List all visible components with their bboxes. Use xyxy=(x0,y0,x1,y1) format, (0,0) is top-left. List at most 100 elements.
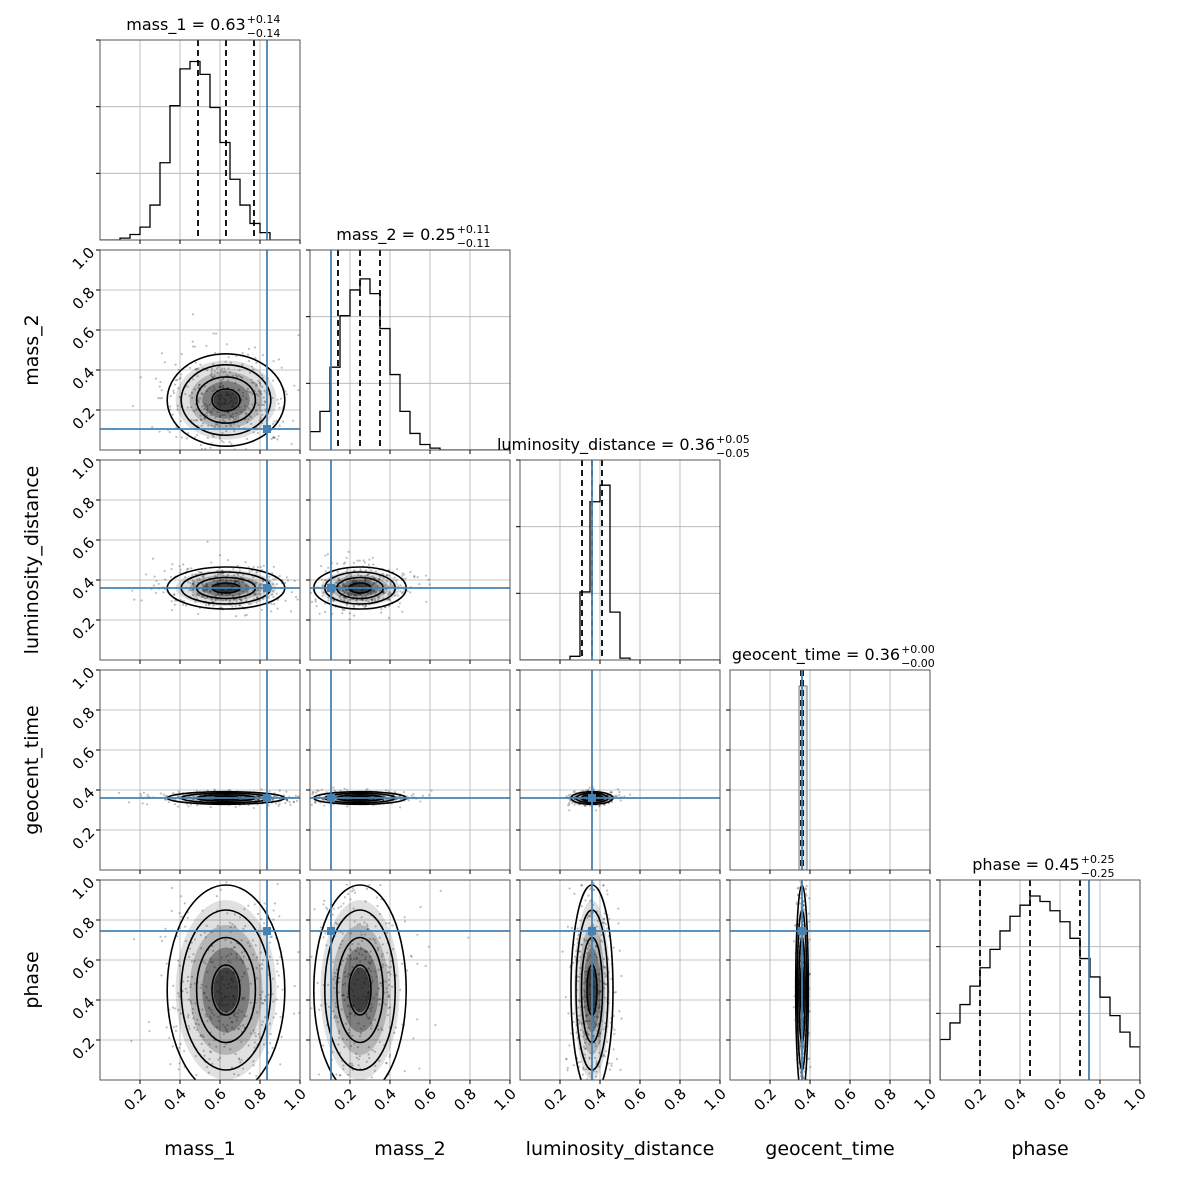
sample-point xyxy=(196,804,199,807)
sample-point xyxy=(216,584,219,588)
sample-point xyxy=(319,564,323,568)
sample-point xyxy=(171,413,174,416)
panel-phase-vs-luminosity_distance: 0.2 0.4 0.6 0.8 1.0 xyxy=(516,879,730,1114)
sample-point xyxy=(569,799,572,802)
sample-point xyxy=(370,1116,372,1118)
sample-point xyxy=(587,894,590,897)
sample-point xyxy=(393,1082,395,1084)
sample-point xyxy=(613,1028,616,1031)
sample-point xyxy=(357,1064,360,1067)
sample-point xyxy=(603,803,606,806)
sample-point xyxy=(323,610,327,614)
sample-point xyxy=(578,975,581,979)
sample-point xyxy=(160,352,164,355)
sample-point xyxy=(240,580,244,583)
sample-point xyxy=(244,584,248,587)
sample-point xyxy=(242,590,245,593)
sample-point xyxy=(582,937,586,940)
histogram-mass_2 xyxy=(310,278,510,450)
sample-point xyxy=(227,559,230,562)
sample-point xyxy=(306,799,308,801)
sample-point xyxy=(385,1062,388,1065)
sample-point xyxy=(356,967,360,970)
sample-point xyxy=(222,370,225,373)
sample-point xyxy=(302,572,304,574)
sample-point xyxy=(191,313,194,316)
sample-point xyxy=(209,805,212,809)
sample-point xyxy=(215,894,219,898)
sample-point xyxy=(413,575,416,579)
sample-point xyxy=(615,1057,619,1061)
sample-point xyxy=(225,594,228,597)
sample-point xyxy=(233,417,236,421)
sample-point xyxy=(342,994,345,997)
sample-point xyxy=(375,896,379,899)
sample-point xyxy=(320,578,324,581)
sample-point xyxy=(605,889,609,892)
sample-point xyxy=(236,564,239,567)
sample-point xyxy=(360,589,363,592)
sample-point xyxy=(220,402,223,405)
sample-point xyxy=(373,1050,377,1053)
sample-point xyxy=(229,961,232,964)
sample-point xyxy=(580,1022,583,1025)
sample-point xyxy=(238,916,242,919)
sample-point xyxy=(377,577,381,581)
sample-point xyxy=(209,403,212,406)
sample-point xyxy=(356,559,359,562)
sample-point xyxy=(334,975,337,978)
sample-point xyxy=(611,1095,613,1097)
sample-point xyxy=(181,980,185,983)
sample-point xyxy=(346,1135,348,1137)
sample-point xyxy=(199,986,202,989)
sample-point xyxy=(401,591,404,595)
sample-point xyxy=(796,887,799,890)
sample-point xyxy=(208,1007,211,1010)
sample-point xyxy=(310,1007,313,1010)
sample-point xyxy=(254,944,257,947)
sample-point xyxy=(239,576,243,579)
sample-point xyxy=(358,960,362,963)
sample-point xyxy=(223,996,226,999)
sample-point xyxy=(197,612,200,615)
sample-point xyxy=(209,1017,213,1020)
sample-point xyxy=(186,568,189,571)
truth-marker xyxy=(263,927,271,935)
sample-point xyxy=(402,590,405,594)
sample-point xyxy=(261,1020,264,1023)
sample-point xyxy=(403,872,405,874)
sample-point xyxy=(577,1000,580,1003)
sample-point xyxy=(582,1045,586,1048)
sample-point xyxy=(373,589,376,593)
x-tick-label: 0.6 xyxy=(1040,1085,1070,1115)
sample-point xyxy=(366,592,369,595)
sample-point xyxy=(332,1112,334,1114)
sample-point xyxy=(606,927,609,930)
sample-point xyxy=(387,984,390,987)
sample-point xyxy=(217,1058,220,1061)
sample-point xyxy=(353,982,356,986)
sample-point xyxy=(322,798,325,801)
sample-point xyxy=(249,416,253,419)
sample-point xyxy=(327,1005,330,1008)
x-tick-label: 1.0 xyxy=(1120,1085,1150,1115)
sample-point xyxy=(210,1009,213,1012)
sample-point xyxy=(588,1043,592,1046)
sample-point xyxy=(387,995,390,998)
sample-point xyxy=(368,558,371,561)
sample-point xyxy=(795,901,798,904)
sample-point xyxy=(180,353,183,356)
sample-point xyxy=(365,950,368,953)
sample-point xyxy=(228,1108,230,1110)
sample-point xyxy=(383,591,386,595)
panel-frame xyxy=(729,879,931,1081)
sample-point xyxy=(341,1037,344,1040)
sample-point xyxy=(322,936,325,939)
sample-point xyxy=(159,397,162,400)
sample-point xyxy=(287,567,289,569)
sample-point xyxy=(311,793,314,796)
sample-point xyxy=(245,613,248,616)
sample-point xyxy=(358,1035,362,1038)
sample-point xyxy=(209,446,212,449)
sample-point xyxy=(327,599,330,602)
